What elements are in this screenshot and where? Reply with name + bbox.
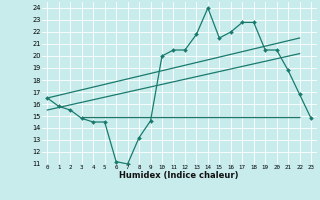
- X-axis label: Humidex (Indice chaleur): Humidex (Indice chaleur): [119, 171, 239, 180]
